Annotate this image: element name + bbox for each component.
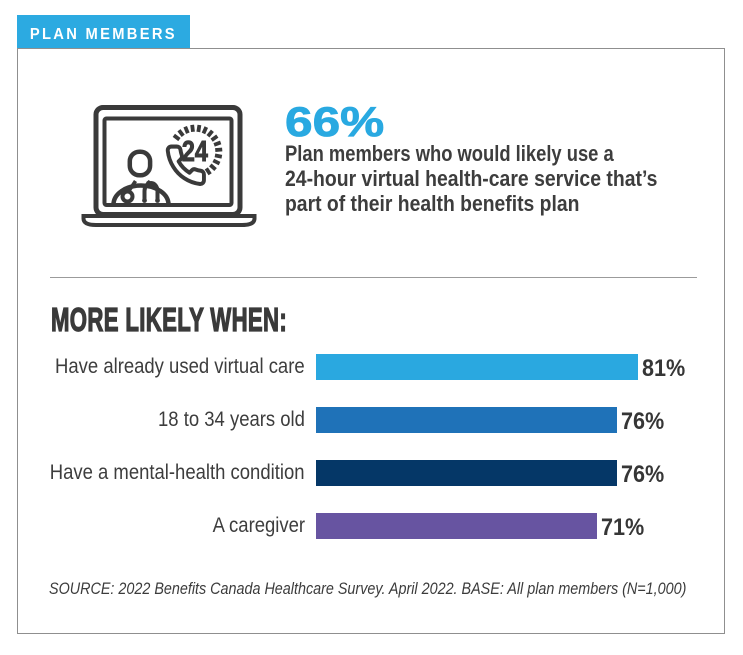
svg-text:24: 24 bbox=[182, 135, 208, 168]
